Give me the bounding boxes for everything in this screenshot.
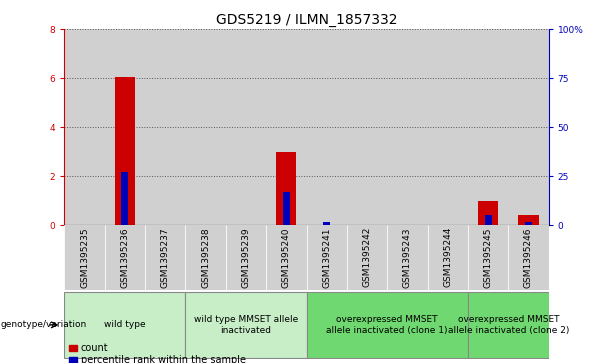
Bar [427,29,468,225]
Bar [519,215,539,225]
Text: GSM1395236: GSM1395236 [120,227,129,287]
Bar [306,225,347,290]
Bar [387,29,428,225]
Text: overexpressed MMSET
allele inactivated (clone 1): overexpressed MMSET allele inactivated (… [327,315,448,335]
Bar [508,29,549,225]
Bar [64,225,105,290]
Bar [347,225,387,290]
Text: overexpressed MMSET
allele inactivated (clone 2): overexpressed MMSET allele inactivated (… [447,315,569,335]
Bar [226,29,266,225]
Bar [347,29,387,225]
Bar [105,29,145,225]
Bar [266,225,306,290]
Bar [185,292,306,358]
Bar [427,225,468,290]
Bar [64,29,105,225]
Bar [145,29,185,225]
Bar [283,192,290,225]
Text: wild type: wild type [104,321,146,329]
Text: GSM1395238: GSM1395238 [201,227,210,287]
Text: GSM1395235: GSM1395235 [80,227,89,287]
Bar [226,225,266,290]
Bar [115,77,135,225]
Bar [145,225,185,290]
Text: genotype/variation: genotype/variation [1,321,87,329]
Bar [387,225,428,290]
Bar [525,222,532,225]
Bar [185,29,226,225]
Bar [468,29,508,225]
Bar [121,172,129,225]
Text: GSM1395239: GSM1395239 [242,227,251,287]
Bar [323,222,330,225]
Bar [306,292,468,358]
Bar [306,29,347,225]
Text: GSM1395245: GSM1395245 [484,227,493,287]
Text: wild type MMSET allele
inactivated: wild type MMSET allele inactivated [194,315,298,335]
Bar [266,29,306,225]
Bar [64,292,186,358]
Bar [478,200,498,225]
Bar [276,152,297,225]
Text: GSM1395244: GSM1395244 [443,227,452,287]
Bar [105,225,145,290]
Text: GSM1395242: GSM1395242 [362,227,371,287]
Text: GSM1395246: GSM1395246 [524,227,533,287]
Legend: count, percentile rank within the sample: count, percentile rank within the sample [69,343,246,363]
Bar [508,225,549,290]
Bar [484,215,492,225]
Text: GSM1395241: GSM1395241 [322,227,331,287]
Title: GDS5219 / ILMN_1857332: GDS5219 / ILMN_1857332 [216,13,397,26]
Text: GSM1395240: GSM1395240 [282,227,291,287]
Text: GSM1395237: GSM1395237 [161,227,170,287]
Bar [468,225,508,290]
Bar [468,292,549,358]
Bar [185,225,226,290]
Text: GSM1395243: GSM1395243 [403,227,412,287]
